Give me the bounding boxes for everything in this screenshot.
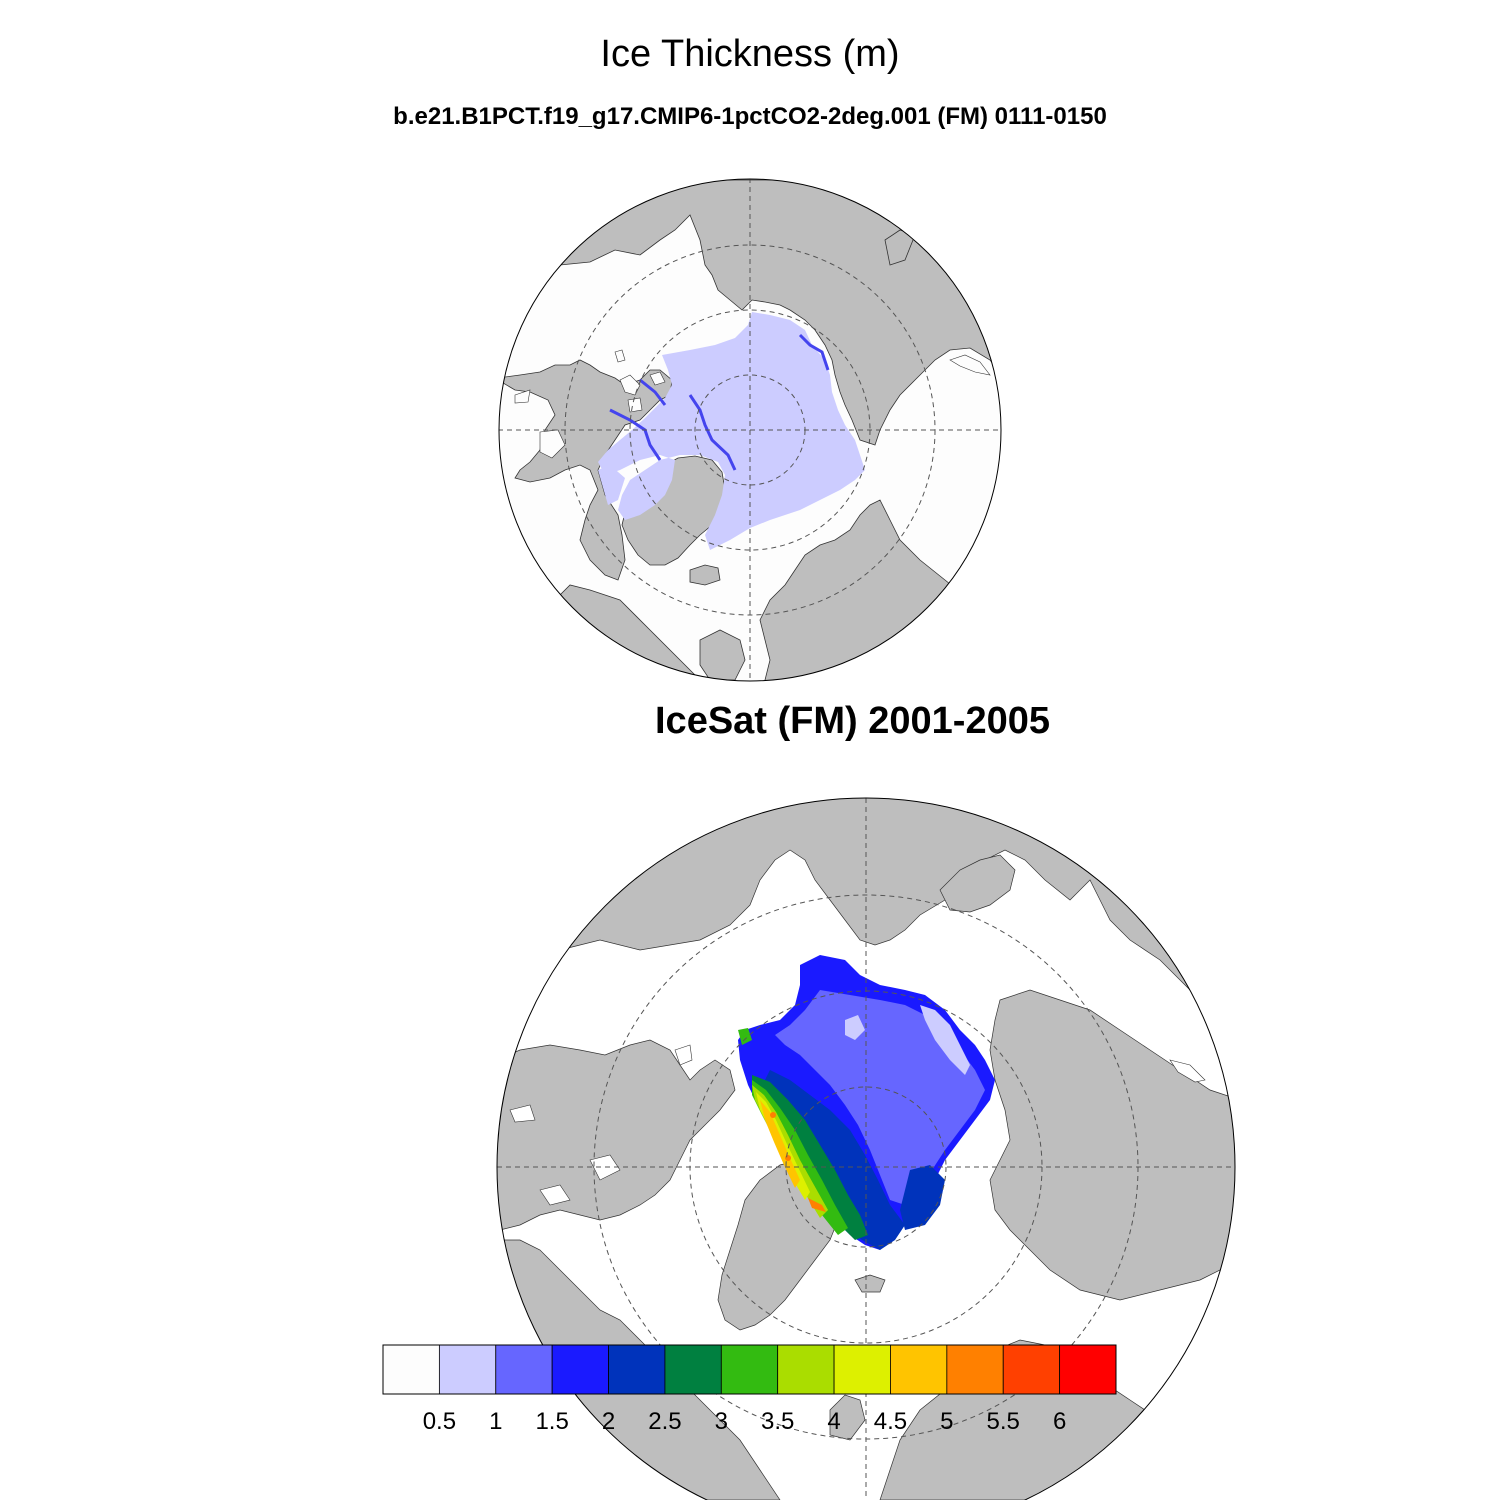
colorbar-box <box>495 1344 553 1395</box>
colorbar-labels: 0.5 1 1.5 2 2.5 3 3.5 4 4.5 5 5.5 6 <box>423 1408 1067 1435</box>
colorbar-box <box>890 1344 948 1395</box>
colorbar-box <box>551 1344 609 1395</box>
obs-ice-field <box>738 955 995 1250</box>
colorbar-tick-label: 2 <box>602 1408 615 1435</box>
colorbar-box <box>946 1344 1004 1395</box>
colorbar-box <box>1002 1344 1061 1395</box>
colorbar-box <box>438 1344 497 1395</box>
colorbar-tick-label: 0.5 <box>423 1408 456 1435</box>
colorbar-box <box>664 1344 722 1395</box>
colorbar-tick-label: 2.5 <box>648 1408 681 1435</box>
colorbar-tick-label: 3.5 <box>761 1408 794 1435</box>
colorbar-tick-label: 4 <box>827 1408 840 1435</box>
obs-panel-subtitle: IceSat (FM) 2001-2005 <box>655 700 1050 742</box>
colorbar-frame <box>382 1344 1117 1395</box>
colorbar-tick-label: 4.5 <box>874 1408 907 1435</box>
colorbar-box <box>382 1344 440 1395</box>
model-panel-subtitle: b.e21.B1PCT.f19_g17.CMIP6-1pctCO2-2deg.0… <box>393 103 1107 130</box>
colorbar-tick-label: 3 <box>715 1408 728 1435</box>
colorbar-tick-label: 5.5 <box>987 1408 1020 1435</box>
colorbar-box <box>833 1344 891 1395</box>
colorbar-tick-label: 1.5 <box>535 1408 568 1435</box>
obs-grid <box>497 798 1235 1500</box>
figure-title: Ice Thickness (m) <box>600 33 900 75</box>
colorbar-boxes <box>382 1344 1117 1395</box>
colorbar: 0.5 1 1.5 2 2.5 3 3.5 4 4.5 5 5.5 6 <box>382 1344 1117 1435</box>
obs-map-border <box>496 797 1236 1500</box>
model-grid <box>499 179 1001 681</box>
colorbar-box <box>777 1344 835 1395</box>
colorbar-box <box>1059 1344 1117 1395</box>
colorbar-tick-label: 5 <box>940 1408 953 1435</box>
model-map-border <box>498 178 1002 682</box>
colorbar-box <box>720 1344 779 1395</box>
model-ice-thin <box>598 312 865 550</box>
model-map <box>498 178 1002 682</box>
colorbar-tick-label: 6 <box>1053 1408 1066 1435</box>
colorbar-box <box>608 1344 666 1395</box>
colorbar-tick-label: 1 <box>489 1408 502 1435</box>
